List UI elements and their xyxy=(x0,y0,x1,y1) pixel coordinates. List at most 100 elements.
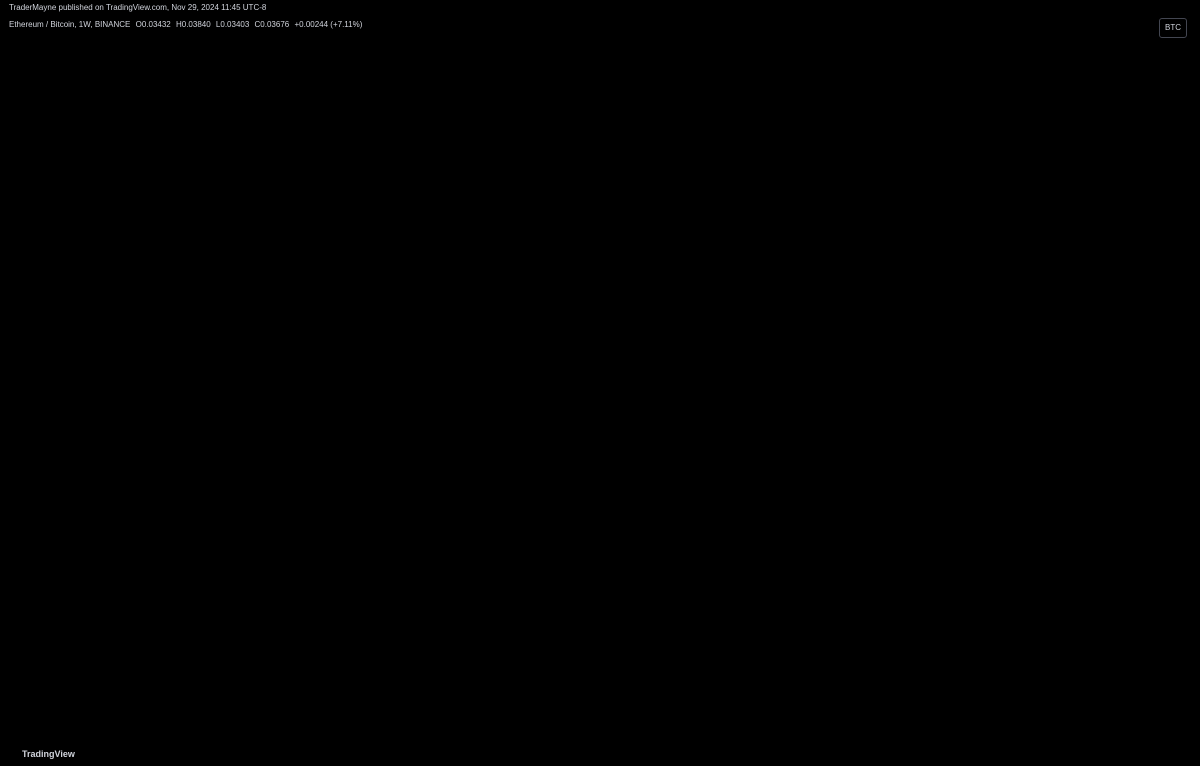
candle-body xyxy=(851,498,860,505)
candle-body xyxy=(476,293,485,350)
x-tick-label: May xyxy=(143,732,158,741)
symbol-title: Ethereum / Bitcoin, 1W, BINANCE xyxy=(9,20,131,29)
candle-body xyxy=(256,490,265,596)
x-tick-label: 2025 xyxy=(866,732,884,741)
y-tick-label: 0.06000 xyxy=(1162,312,1191,321)
candle-body xyxy=(463,212,472,294)
candle-body xyxy=(10,545,19,576)
legend-close: C0.03676 xyxy=(254,20,290,29)
x-tick-label: 2021 xyxy=(245,732,263,741)
symbol-tag: ETHBTC xyxy=(1126,500,1157,509)
x-tick-label: May xyxy=(764,732,779,741)
candle-body xyxy=(359,220,369,253)
y-tick-label: 0.04500 xyxy=(1162,434,1191,443)
candle-body xyxy=(799,373,809,431)
y-tick-label: 0.05000 xyxy=(1162,393,1191,402)
y-tick-label: 0.08500 xyxy=(1162,111,1191,120)
candle-body xyxy=(489,216,498,350)
x-tick-label: 2020 xyxy=(90,732,108,741)
y-tick-label: 0.05500 xyxy=(1162,353,1191,362)
event-bolt xyxy=(856,715,861,726)
candle-body xyxy=(36,632,45,657)
x-tick-label: 2026 xyxy=(1022,732,1040,741)
currency-button[interactable]: BTC xyxy=(1159,18,1187,38)
candle-body xyxy=(683,349,692,374)
symbol-tag-bg xyxy=(1126,498,1156,511)
last-price-label: 0.03676 xyxy=(1162,500,1191,509)
candle-body xyxy=(670,333,679,350)
candle-body xyxy=(333,293,343,298)
event-icon[interactable] xyxy=(852,713,866,727)
candle-body xyxy=(786,357,796,374)
candle-body xyxy=(566,220,576,237)
candle-body xyxy=(320,236,330,298)
candle-body xyxy=(23,575,32,633)
candle-body xyxy=(774,357,783,407)
y-tick-label: 0.04000 xyxy=(1162,474,1191,483)
candle-body xyxy=(450,204,459,213)
candle-body xyxy=(217,531,226,576)
candle-body xyxy=(592,244,602,286)
y-tick-label: 0.07000 xyxy=(1162,232,1191,241)
x-tick-label: 2024 xyxy=(711,732,729,741)
candle-body xyxy=(87,636,97,657)
x-tick-label: Sep xyxy=(661,732,676,741)
candle-body xyxy=(346,220,356,294)
candle-body xyxy=(178,531,187,604)
candle-body xyxy=(437,204,446,265)
publisher-line: TraderMayne published on TradingView.com… xyxy=(9,3,267,12)
y-tick-label: 0.08000 xyxy=(1162,151,1191,160)
candle-body xyxy=(411,171,420,245)
candle-body xyxy=(230,543,239,576)
candle-body xyxy=(631,289,640,294)
candle-body xyxy=(528,220,537,245)
candle-body xyxy=(618,268,627,294)
candle-body xyxy=(553,204,563,221)
candle-body xyxy=(424,244,433,265)
candle-body xyxy=(644,289,653,302)
candle-body xyxy=(812,430,822,463)
brand-name: TradingView xyxy=(22,749,75,759)
legend-low: L0.03403 xyxy=(215,20,250,29)
x-tick-label: Sep xyxy=(195,732,210,741)
legend-change: +0.00244 (+7.11%) xyxy=(294,20,363,29)
x-tick-label: Jul xyxy=(16,732,26,741)
x-tick-label: Sep xyxy=(1127,732,1142,741)
x-tick-label: May xyxy=(919,732,934,741)
candle-body xyxy=(696,357,705,374)
y-tick-label: 0.06500 xyxy=(1162,272,1191,281)
y-tick-label: 0.01500 xyxy=(1162,676,1191,685)
candle-body xyxy=(657,301,666,334)
x-tick-label: May xyxy=(453,732,468,741)
candle-body xyxy=(269,490,278,544)
x-tick-label: Sep xyxy=(350,732,365,741)
candle-body xyxy=(243,543,252,596)
y-tick-label: 0.02500 xyxy=(1162,595,1191,604)
candle-body xyxy=(748,389,757,415)
candle-body xyxy=(62,640,71,653)
x-tick-label: May xyxy=(609,732,624,741)
candle-body xyxy=(735,381,744,390)
candle-body xyxy=(761,406,770,415)
x-tick-label: May xyxy=(1075,732,1090,741)
candle-body xyxy=(100,612,110,657)
y-tick-label: 0.02000 xyxy=(1162,635,1191,644)
x-tick-label: Sep xyxy=(816,732,831,741)
candle-body xyxy=(113,595,123,613)
candle-body xyxy=(126,595,136,633)
y-tick-label: 0.01000 xyxy=(1162,716,1191,725)
x-tick-label: Sep xyxy=(972,732,987,741)
candle-body xyxy=(282,531,291,544)
y-tick-label: 0.07500 xyxy=(1162,191,1191,200)
x-tick-label: May xyxy=(298,732,313,741)
candle-body xyxy=(295,414,304,532)
candle-body xyxy=(502,171,511,217)
candle-body xyxy=(398,155,407,172)
candle-body xyxy=(385,155,394,237)
candle-body xyxy=(825,462,835,487)
candle-body xyxy=(709,357,718,366)
candle-body xyxy=(372,236,382,253)
